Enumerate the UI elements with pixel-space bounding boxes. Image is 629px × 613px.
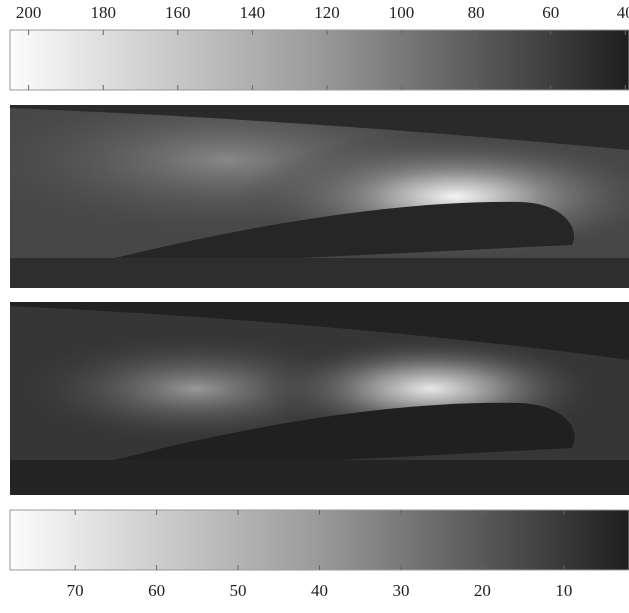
tick-label: 140: [240, 3, 266, 22]
tick-label: 10: [555, 581, 572, 600]
tick-label: 80: [468, 3, 485, 22]
tick-label: 70: [67, 581, 84, 600]
tick-label: 120: [314, 3, 340, 22]
tick-label: 160: [165, 3, 191, 22]
page: {"colorbars": [ {"position": "top", "xli…: [0, 0, 629, 608]
tick-label: 180: [90, 3, 116, 22]
tick-label: 50: [230, 581, 247, 600]
tick-label: 20: [474, 581, 491, 600]
tick-label: 100: [389, 3, 415, 22]
tick-label: 40: [617, 3, 629, 22]
colorbar-bottom: [10, 510, 629, 570]
figure: 200 180 160 140 120 100 80 60 40 70 60 50 40 30 20 10: [0, 0, 629, 608]
tick-label: 60: [148, 581, 165, 600]
tick-label: 200: [16, 3, 42, 22]
tick-label: 30: [392, 581, 409, 600]
colorbar-top: [10, 30, 629, 90]
tick-label: 40: [311, 581, 328, 600]
tick-label: 60: [542, 3, 559, 22]
flow-image-2: [10, 302, 629, 495]
flow-image-1: [10, 105, 629, 288]
